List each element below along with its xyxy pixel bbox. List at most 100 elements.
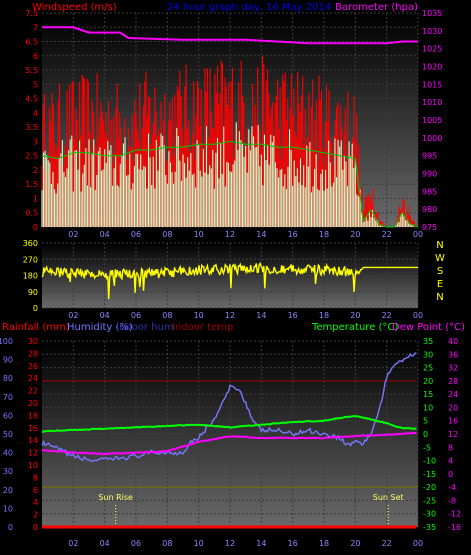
sun-event-label: Sun Set bbox=[373, 493, 404, 502]
temperature-tick-label: 25 bbox=[423, 364, 433, 373]
x-tick-label: 12 bbox=[225, 230, 235, 239]
dew-point-tick-label: 36 bbox=[448, 350, 458, 359]
rainfall-tick-label: 22 bbox=[28, 387, 38, 396]
x-tick-label: 06 bbox=[131, 539, 141, 548]
temperature-tick-label: 5 bbox=[423, 417, 428, 426]
x-tick-label: 16 bbox=[288, 230, 298, 239]
windspeed-tick-label: 6.5 bbox=[25, 38, 38, 47]
barometer-tick-label: 980 bbox=[422, 205, 437, 214]
dew-point-line bbox=[42, 431, 417, 456]
rainfall-tick-label: 28 bbox=[28, 349, 38, 358]
x-tick-label: 22 bbox=[382, 230, 392, 239]
temperature-tick-label: -15 bbox=[423, 470, 436, 479]
humidity-tick-label: 50 bbox=[3, 430, 13, 439]
rainfall-tick-label: 26 bbox=[28, 362, 38, 371]
humidity-line bbox=[41, 352, 417, 462]
rainfall-tick-label: 14 bbox=[28, 436, 38, 445]
temperature-tick-label: 30 bbox=[423, 350, 433, 359]
temperature-tick-label: 10 bbox=[423, 403, 433, 412]
humidity-tick-label: 20 bbox=[3, 486, 13, 495]
dew-point-tick-label: 28 bbox=[448, 377, 458, 386]
x-tick-label: 16 bbox=[288, 311, 298, 320]
rainfall-tick-label: 16 bbox=[28, 424, 38, 433]
windspeed-tick-label: 2.5 bbox=[25, 152, 38, 161]
windspeed-tick-label: 5 bbox=[33, 80, 38, 89]
x-tick-label: 20 bbox=[350, 539, 360, 548]
windspeed-tick-label: 7 bbox=[33, 23, 38, 32]
temperature-tick-label: -35 bbox=[423, 523, 436, 532]
x-tick-label: 02 bbox=[68, 230, 78, 239]
windspeed-tick-label: 6 bbox=[33, 52, 38, 61]
direction-tick-label: 0 bbox=[33, 304, 38, 313]
temperature-tick-label: 35 bbox=[423, 337, 433, 346]
rainfall-tick-label: 0 bbox=[33, 523, 38, 532]
x-tick-label: 06 bbox=[131, 311, 141, 320]
windspeed-tick-label: 1 bbox=[33, 194, 38, 203]
humidity-tick-label: 100 bbox=[0, 337, 13, 346]
x-tick-label: 04 bbox=[100, 311, 110, 320]
humidity-tick-label: 80 bbox=[3, 374, 13, 383]
windspeed-axis-label: Windspeed (m/s) bbox=[32, 2, 117, 13]
temperature-tick-label: 15 bbox=[423, 390, 433, 399]
barometer-tick-label: 985 bbox=[422, 187, 437, 196]
rainfall-tick-label: 8 bbox=[33, 473, 38, 482]
compass-label: W bbox=[435, 253, 445, 264]
temperature-tick-label: -20 bbox=[423, 483, 436, 492]
barometer-tick-label: 975 bbox=[422, 223, 437, 232]
windspeed-tick-label: 3 bbox=[33, 137, 38, 146]
barometer-tick-label: 990 bbox=[422, 170, 437, 179]
windspeed-tick-label: 5.5 bbox=[25, 66, 38, 75]
windspeed-tick-label: 4 bbox=[33, 109, 38, 118]
rainfall-tick-label: 4 bbox=[33, 498, 38, 507]
compass-label: N bbox=[436, 240, 443, 251]
wind-barometer-panel: Windspeed (m/s) 24 hour graph day, 16 Ma… bbox=[25, 2, 442, 239]
temperature-tick-label: -30 bbox=[423, 510, 436, 519]
rainfall-tick-label: 20 bbox=[28, 399, 38, 408]
x-tick-label: 04 bbox=[100, 539, 110, 548]
rainfall-tick-label: 2 bbox=[33, 511, 38, 520]
temperature-tick-label: 0 bbox=[423, 430, 428, 439]
compass-label: S bbox=[437, 266, 443, 277]
dew-point-tick-label: -16 bbox=[448, 523, 461, 532]
barometer-tick-label: 1010 bbox=[422, 98, 442, 107]
wind-direction-line bbox=[41, 261, 418, 300]
x-tick-label: 12 bbox=[225, 539, 235, 548]
x-tick-label: 00 bbox=[413, 539, 423, 548]
barometer-tick-label: 1015 bbox=[422, 80, 442, 89]
x-tick-label: 20 bbox=[350, 230, 360, 239]
indoor-hum-axis-label: Indoor hum bbox=[116, 322, 174, 333]
direction-tick-label: 270 bbox=[23, 255, 38, 264]
x-tick-label: 10 bbox=[194, 230, 204, 239]
dew-point-tick-label: 20 bbox=[448, 403, 458, 412]
barometer-tick-label: 1035 bbox=[422, 9, 442, 18]
dew-point-tick-label: 24 bbox=[448, 390, 458, 399]
x-tick-label: 12 bbox=[225, 311, 235, 320]
x-tick-label: 14 bbox=[256, 311, 266, 320]
sun-event-label: Sun Rise bbox=[98, 493, 133, 502]
temperature-tick-label: -5 bbox=[423, 443, 431, 452]
dew-point-tick-label: -12 bbox=[448, 510, 461, 519]
windspeed-tick-label: 1.5 bbox=[25, 180, 38, 189]
x-tick-label: 16 bbox=[288, 539, 298, 548]
temperature-line bbox=[42, 414, 417, 433]
x-tick-label: 22 bbox=[382, 539, 392, 548]
x-tick-label: 22 bbox=[382, 311, 392, 320]
temperature-axis-label: Temperature (°C) bbox=[311, 322, 398, 333]
direction-tick-label: 360 bbox=[23, 239, 38, 248]
direction-tick-label: 180 bbox=[23, 272, 38, 281]
humidity-tick-label: 70 bbox=[3, 393, 13, 402]
x-tick-label: 04 bbox=[100, 230, 110, 239]
x-tick-label: 10 bbox=[194, 539, 204, 548]
x-tick-label: 18 bbox=[319, 311, 329, 320]
dew-point-tick-label: -8 bbox=[448, 496, 456, 505]
x-tick-label: 08 bbox=[162, 311, 172, 320]
humidity-tick-label: 60 bbox=[3, 411, 13, 420]
windspeed-tick-label: 7.5 bbox=[25, 9, 38, 18]
windspeed-tick-label: 0.5 bbox=[25, 209, 38, 218]
compass-label: N bbox=[436, 292, 443, 303]
compass-label: E bbox=[437, 279, 443, 290]
x-tick-label: 00 bbox=[413, 230, 423, 239]
barometer-tick-label: 1000 bbox=[422, 134, 442, 143]
